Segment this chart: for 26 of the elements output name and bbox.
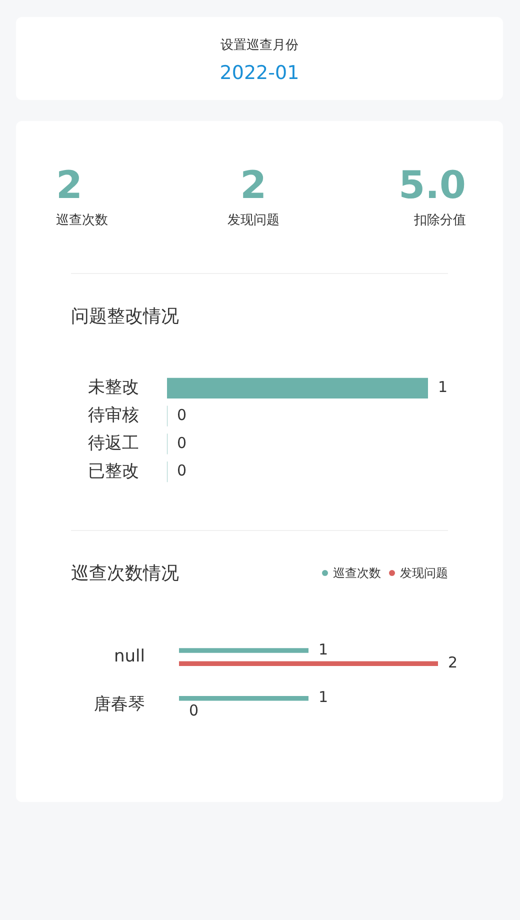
y-tick-label: 唐春琴 bbox=[94, 694, 145, 714]
data-label: 0 bbox=[177, 462, 187, 480]
text: 设置巡查月份 bbox=[220, 37, 300, 54]
text: 2 bbox=[56, 163, 84, 207]
legend-label: 巡查次数 bbox=[332, 564, 381, 582]
data-label: 2 bbox=[448, 654, 458, 672]
data-label: 0 bbox=[189, 701, 199, 720]
y-tick-label: 已整改 bbox=[88, 461, 139, 482]
chart-title: 巡查次数情况 bbox=[71, 562, 179, 585]
y-tick-label: 待返工 bbox=[88, 433, 139, 454]
y-tick-label: 待审核 bbox=[88, 405, 139, 426]
data-label: 1 bbox=[318, 640, 328, 658]
data-label: 1 bbox=[318, 688, 328, 706]
chart-title: 问题整改情况 bbox=[71, 305, 179, 328]
text: 2022-01 bbox=[218, 62, 300, 84]
text: 5.0 bbox=[398, 163, 466, 207]
legend-label: 发现问题 bbox=[399, 564, 448, 582]
data-label: 1 bbox=[438, 378, 448, 396]
text: 2 bbox=[239, 163, 268, 207]
y-tick-label: null bbox=[114, 646, 145, 667]
y-tick-label: 未整改 bbox=[88, 378, 139, 398]
data-label: 0 bbox=[177, 434, 187, 452]
category-label: 扣除分值 bbox=[412, 212, 466, 229]
category-label: 发现问题 bbox=[226, 212, 280, 229]
category-label: 巡查次数 bbox=[56, 212, 108, 229]
data-label: 0 bbox=[177, 406, 187, 424]
